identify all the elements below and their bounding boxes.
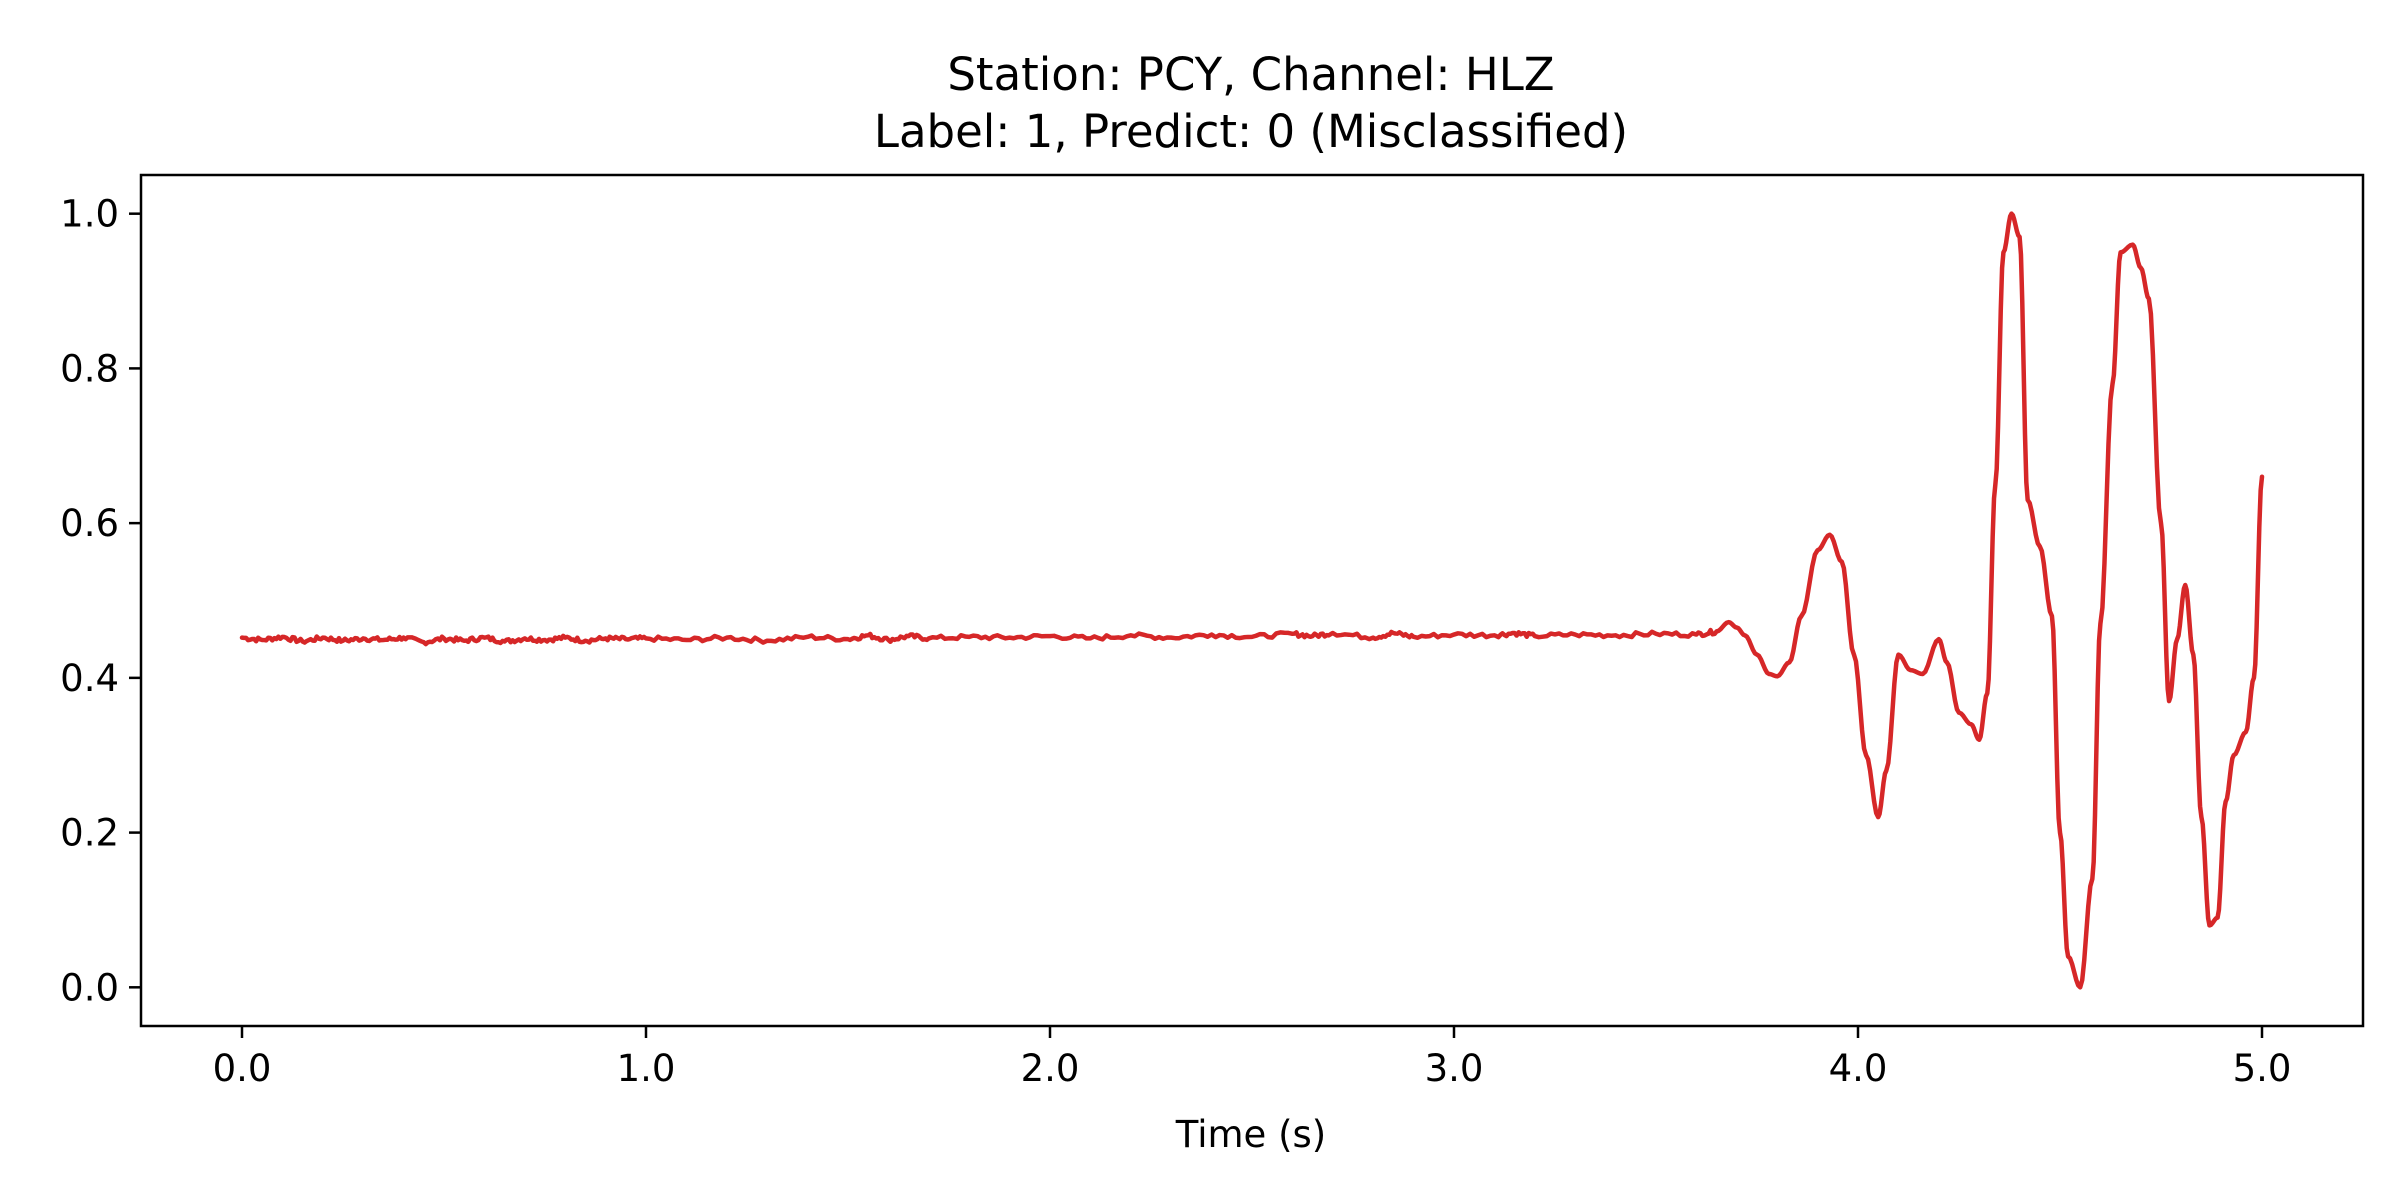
y-tick-label: 0.4 bbox=[60, 657, 119, 700]
x-tick-label: 4.0 bbox=[1829, 1047, 1888, 1090]
x-tick-label: 5.0 bbox=[2233, 1047, 2292, 1090]
x-axis-label: Time (s) bbox=[1175, 1113, 1326, 1156]
y-tick-label: 0.0 bbox=[60, 966, 119, 1009]
y-tick-label: 0.6 bbox=[60, 502, 119, 545]
chart-subtitle: Label: 1, Predict: 0 (Misclassified) bbox=[874, 105, 1628, 158]
waveform-series-line bbox=[239, 211, 2265, 990]
axis-ticks: 0.0 1.0 2.0 3.0 4.0 5.0 0.0 0.2 0.4 0.6 0.8 1.0 bbox=[60, 193, 2291, 1090]
y-tick-label: 0.8 bbox=[60, 347, 119, 390]
x-tick-label: 1.0 bbox=[617, 1047, 676, 1090]
chart-title: Station: PCY, Channel: HLZ bbox=[947, 48, 1554, 101]
x-tick-label: 2.0 bbox=[1021, 1047, 1080, 1090]
plot-area-frame bbox=[139, 173, 2365, 1028]
y-tick-label: 1.0 bbox=[60, 193, 119, 236]
x-tick-label: 3.0 bbox=[1425, 1047, 1484, 1090]
y-tick-label: 0.2 bbox=[60, 812, 119, 855]
x-tick-label: 0.0 bbox=[213, 1047, 272, 1090]
